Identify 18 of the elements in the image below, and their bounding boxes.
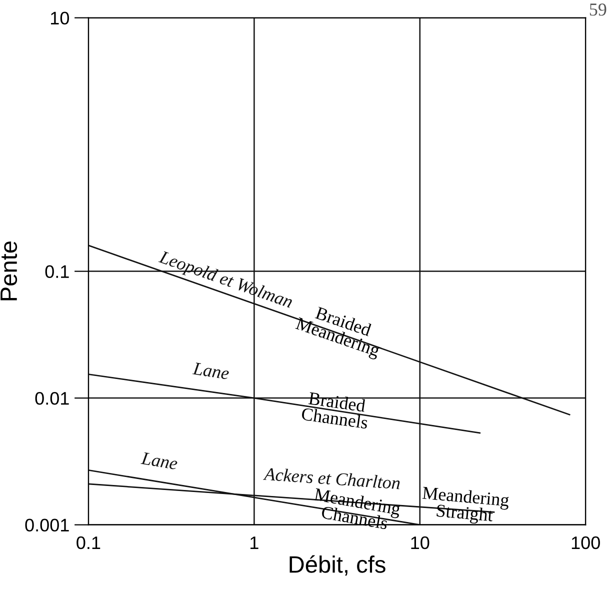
- text: Lane: [192, 362, 230, 380]
- x-tick-label: 10: [411, 536, 430, 550]
- text: Lane: [140, 452, 178, 470]
- y-tick-label: 0.1: [45, 265, 69, 278]
- y-axis-title: Pente: [0, 241, 18, 300]
- annotation: Braided Channels: [301, 392, 368, 429]
- text: 59: [590, 4, 606, 16]
- x-axis-title: Débit, cfs: [290, 555, 386, 576]
- annotation: Meandering Channels: [313, 488, 402, 530]
- text: Leopold et Wolman: [157, 250, 294, 312]
- x-tick-label: 0.1: [76, 536, 100, 550]
- annotation: Meandering Straight: [422, 486, 510, 526]
- x-tick-label: 100: [572, 536, 600, 550]
- y-tick-label: 10: [50, 12, 69, 25]
- x-tick-label: 1: [250, 536, 258, 549]
- y-tick-label: 0.001: [25, 518, 69, 532]
- series-label: Ackers et Charlton: [263, 467, 400, 490]
- y-tick-label: 0.01: [35, 392, 69, 405]
